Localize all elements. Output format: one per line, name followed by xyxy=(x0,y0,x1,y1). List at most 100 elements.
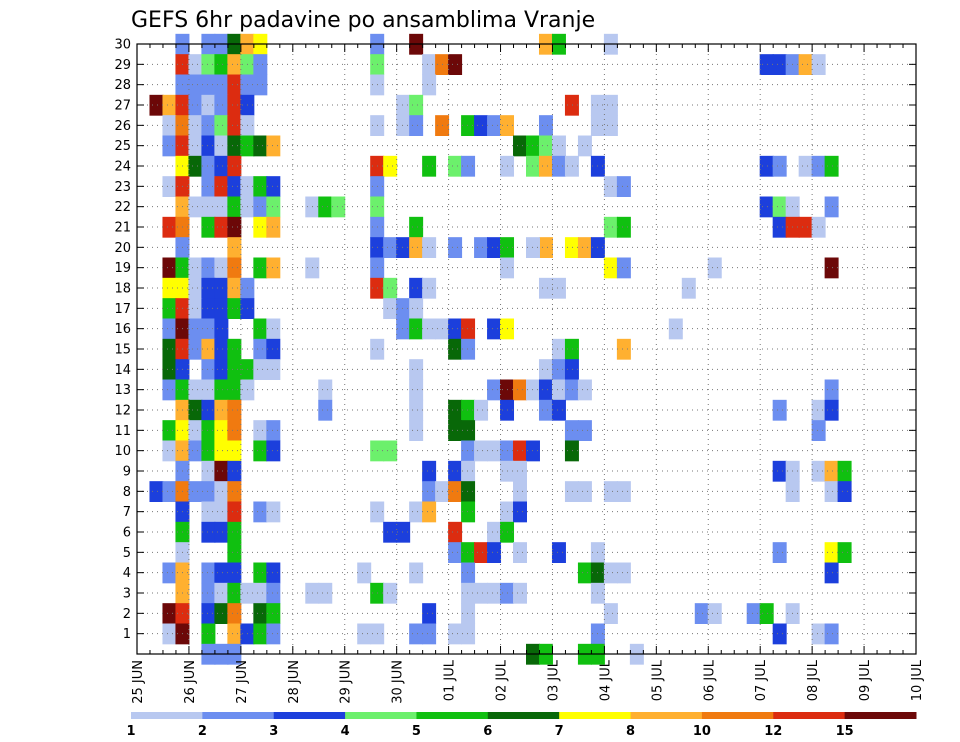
heatmap-cell xyxy=(564,94,579,116)
heatmap-cell xyxy=(448,237,463,258)
heatmap-cell xyxy=(188,379,203,401)
heatmap-cell xyxy=(616,481,631,502)
heatmap-cell xyxy=(603,216,618,238)
heatmap-cell xyxy=(616,257,631,279)
heatmap-cell xyxy=(551,359,566,380)
heatmap-cell xyxy=(538,379,553,401)
heatmap-cell xyxy=(487,542,502,563)
heatmap-cell xyxy=(201,582,216,604)
heatmap-cell xyxy=(409,237,424,258)
heatmap-cell xyxy=(396,318,411,340)
heatmap-cell xyxy=(694,603,709,624)
heatmap-cell xyxy=(577,135,592,157)
heatmap-cell xyxy=(201,277,216,299)
heatmap-cell xyxy=(824,155,839,177)
heatmap-cell xyxy=(227,481,242,502)
heatmap-cell xyxy=(318,399,333,421)
heatmap-cell xyxy=(201,196,216,218)
heatmap-cell xyxy=(759,603,774,624)
x-tick-label: 01 JUL xyxy=(443,659,458,701)
heatmap-cell xyxy=(162,562,177,584)
heatmap-cell xyxy=(162,277,177,299)
heatmap-cell xyxy=(188,54,203,75)
heatmap-cell xyxy=(772,54,787,75)
heatmap-cell xyxy=(577,562,592,584)
colorbar-swatch xyxy=(345,712,417,719)
heatmap-cell xyxy=(227,399,242,421)
heatmap-cell xyxy=(162,216,177,238)
heatmap-cell xyxy=(357,562,372,584)
colorbar-swatch xyxy=(416,712,489,719)
heatmap-cell xyxy=(461,481,476,502)
heatmap-cell xyxy=(448,481,463,502)
heatmap-cell xyxy=(253,359,268,380)
heatmap-cell xyxy=(201,481,216,502)
heatmap-cell xyxy=(461,603,476,624)
heatmap-cell xyxy=(214,257,229,279)
heatmap-cell xyxy=(162,481,177,502)
heatmap-cell xyxy=(188,257,203,279)
heatmap-cell xyxy=(551,379,566,401)
heatmap-cell xyxy=(214,94,229,116)
colorbar-swatch xyxy=(131,712,203,719)
heatmap-cell xyxy=(162,440,177,462)
heatmap-cell xyxy=(227,623,242,645)
heatmap-cell xyxy=(227,257,242,279)
heatmap-cell xyxy=(474,542,489,563)
heatmap-cell xyxy=(253,318,268,340)
heatmap-cell xyxy=(487,115,502,136)
colorbar-label: 8 xyxy=(626,724,635,739)
heatmap-cell xyxy=(162,135,177,157)
heatmap-cell xyxy=(201,379,216,401)
heatmap-cell xyxy=(201,298,216,319)
colorbar-label: 12 xyxy=(764,724,782,739)
heatmap-cell xyxy=(811,155,826,177)
heatmap-cell xyxy=(266,318,281,340)
heatmap-cell xyxy=(551,399,566,421)
heatmap-cell xyxy=(201,155,216,177)
heatmap-cell xyxy=(201,135,216,157)
x-tick-label: 06 JUL xyxy=(702,659,717,701)
heatmap-cell xyxy=(837,542,852,563)
heatmap-cell xyxy=(188,277,203,299)
heatmap-cell xyxy=(448,623,463,645)
heatmap-cell xyxy=(448,155,463,177)
heatmap-cell xyxy=(253,257,268,279)
y-tick-label: 7 xyxy=(123,505,131,520)
heatmap-cell xyxy=(603,481,618,502)
heatmap-cell xyxy=(227,94,242,116)
heatmap-cell xyxy=(551,277,566,299)
x-axis: 25 JUN 26 JUN 27 JUN 28 JUN 29 JUN 30 JUN 01 J… xyxy=(131,44,925,704)
heatmap-cell xyxy=(227,379,242,401)
heatmap-cell xyxy=(422,481,437,502)
heatmap-cell xyxy=(538,359,553,380)
heatmap-cell xyxy=(214,318,229,340)
x-tick-label: 26 JUN xyxy=(183,660,198,704)
heatmap-cell xyxy=(474,582,489,604)
heatmap-cell xyxy=(824,562,839,584)
heatmap-cell xyxy=(409,115,424,136)
y-tick-label: 13 xyxy=(114,383,131,398)
heatmap-cell xyxy=(798,54,813,75)
heatmap-cell xyxy=(396,237,411,258)
x-tick-label: 30 JUN xyxy=(391,660,406,704)
x-tick-label: 08 JUL xyxy=(806,659,821,701)
heatmap-cell xyxy=(266,420,281,441)
y-tick-label: 6 xyxy=(123,526,131,541)
heatmap-cell xyxy=(214,501,229,523)
heatmap-cell xyxy=(266,582,281,604)
heatmap-cell xyxy=(253,338,268,360)
heatmap-cell xyxy=(811,460,826,482)
heatmap-cell xyxy=(409,562,424,584)
heatmap-cell xyxy=(331,196,346,218)
heatmap-cell xyxy=(746,603,761,624)
heatmap-cell xyxy=(396,115,411,136)
heatmap-cell xyxy=(383,582,398,604)
y-tick-label: 15 xyxy=(114,343,131,358)
heatmap-cell xyxy=(383,440,398,462)
y-tick-label: 19 xyxy=(114,261,131,276)
heatmap-cell xyxy=(616,216,631,238)
heatmap-cell xyxy=(824,460,839,482)
heatmap-cell xyxy=(201,623,216,645)
heatmap-cell xyxy=(487,440,502,462)
